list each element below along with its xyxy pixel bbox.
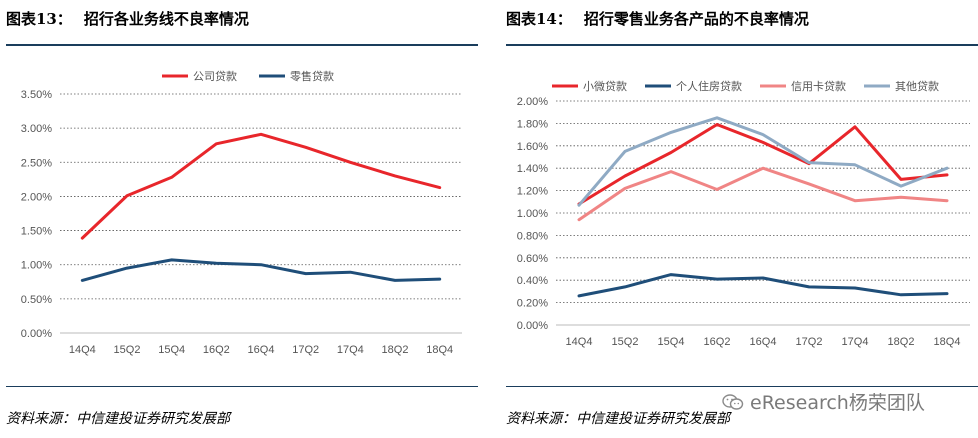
left-figure-title: 图表13： 招行各业务线不良率情况 [6,8,249,29]
left-figure-panel: 图表13： 招行各业务线不良率情况 0.00% 0.50% 1.00% 1.50% 2.0… [0,0,478,438]
left-chart: 0.00% 0.50% 1.00% 1.50% 2.00% 2.50% 3.00% 3.50%… [21,69,462,356]
right-bottom-rule [506,386,978,387]
right-xtick-label: 18Q4 [934,336,961,348]
right-xtick-label: 18Q2 [888,336,915,348]
watermark: eResearch杨荣团队 [722,388,925,415]
right-legend-label: 其他贷款 [895,79,939,93]
left-xtick-label: 15Q2 [114,344,141,356]
right-series-line [577,273,949,298]
right-ytick-label: 0.40% [517,275,548,287]
left-ytick-label: 0.50% [21,294,52,306]
left-ytick-label: 3.00% [21,123,52,135]
right-legend-label: 个人住房贷款 [676,79,742,93]
left-title-rule [6,44,478,46]
left-ytick-label: 0.00% [21,328,52,340]
left-series-line [80,132,442,240]
right-xtick-label: 15Q4 [658,336,685,348]
right-figure-title: 图表14： 招行零售业务各产品的不良率情况 [506,8,809,29]
right-xtick-label: 16Q2 [704,336,731,348]
right-xtick-label: 16Q4 [750,336,777,348]
right-ytick-label: 1.60% [517,141,548,153]
left-legend-label: 公司贷款 [193,69,237,83]
right-series-line [577,116,949,207]
right-ytick-label: 2.00% [517,96,548,108]
right-xtick-label: 17Q2 [796,336,823,348]
left-ytick-label: 3.50% [21,89,52,101]
right-ytick-label: 1.20% [517,186,548,198]
right-ytick-label: 0.00% [517,320,548,332]
left-legend-label: 零售贷款 [290,69,334,83]
right-series-line [577,123,949,206]
right-legend-label: 信用卡贷款 [791,79,846,93]
right-ytick-label: 1.00% [517,208,548,220]
left-figure-number: 图表13： [6,10,72,28]
left-xtick-label: 17Q4 [337,344,364,356]
right-figure-subtitle: 招行零售业务各产品的不良率情况 [583,10,809,28]
left-xtick-label: 18Q4 [426,344,453,356]
right-series-line [577,166,949,222]
right-xtick-label: 17Q4 [842,336,869,348]
left-source-note: 资料来源：中信建投证券研究发展部 [6,411,230,427]
right-xtick-label: 14Q4 [566,336,593,348]
watermark-text: eResearch杨荣团队 [750,392,925,414]
right-source-note: 资料来源：中信建投证券研究发展部 [506,411,730,427]
left-xtick-label: 17Q2 [292,344,319,356]
right-figure-number: 图表14： [506,10,572,28]
right-figure-panel: 图表14： 招行零售业务各产品的不良率情况 0.00% 0.20% 0.40% 0.60… [500,0,978,438]
left-series-line [80,258,442,282]
left-bottom-rule [6,386,478,387]
left-figure-subtitle: 招行各业务线不良率情况 [83,10,249,28]
left-xtick-label: 14Q4 [69,344,96,356]
left-xtick-label: 16Q2 [203,344,230,356]
wechat-icon [722,394,744,410]
left-xtick-label: 18Q2 [382,344,409,356]
left-xtick-label: 15Q4 [158,344,185,356]
right-title-rule [506,44,978,46]
right-legend-label: 小微贷款 [583,79,627,93]
right-ytick-label: 1.80% [517,118,548,130]
right-ytick-label: 0.20% [517,298,548,310]
right-ytick-label: 0.60% [517,253,548,265]
right-xtick-label: 15Q2 [612,336,639,348]
left-ytick-label: 2.50% [21,157,52,169]
left-ytick-label: 2.00% [21,191,52,203]
left-xtick-label: 16Q4 [248,344,275,356]
right-ytick-label: 1.40% [517,163,548,175]
left-ytick-label: 1.00% [21,260,52,272]
right-chart: 0.00% 0.20% 0.40% 0.60% 0.80% 1.00% 1.20% 1.40%… [517,79,970,348]
left-ytick-label: 1.50% [21,226,52,238]
right-ytick-label: 0.80% [517,230,548,242]
